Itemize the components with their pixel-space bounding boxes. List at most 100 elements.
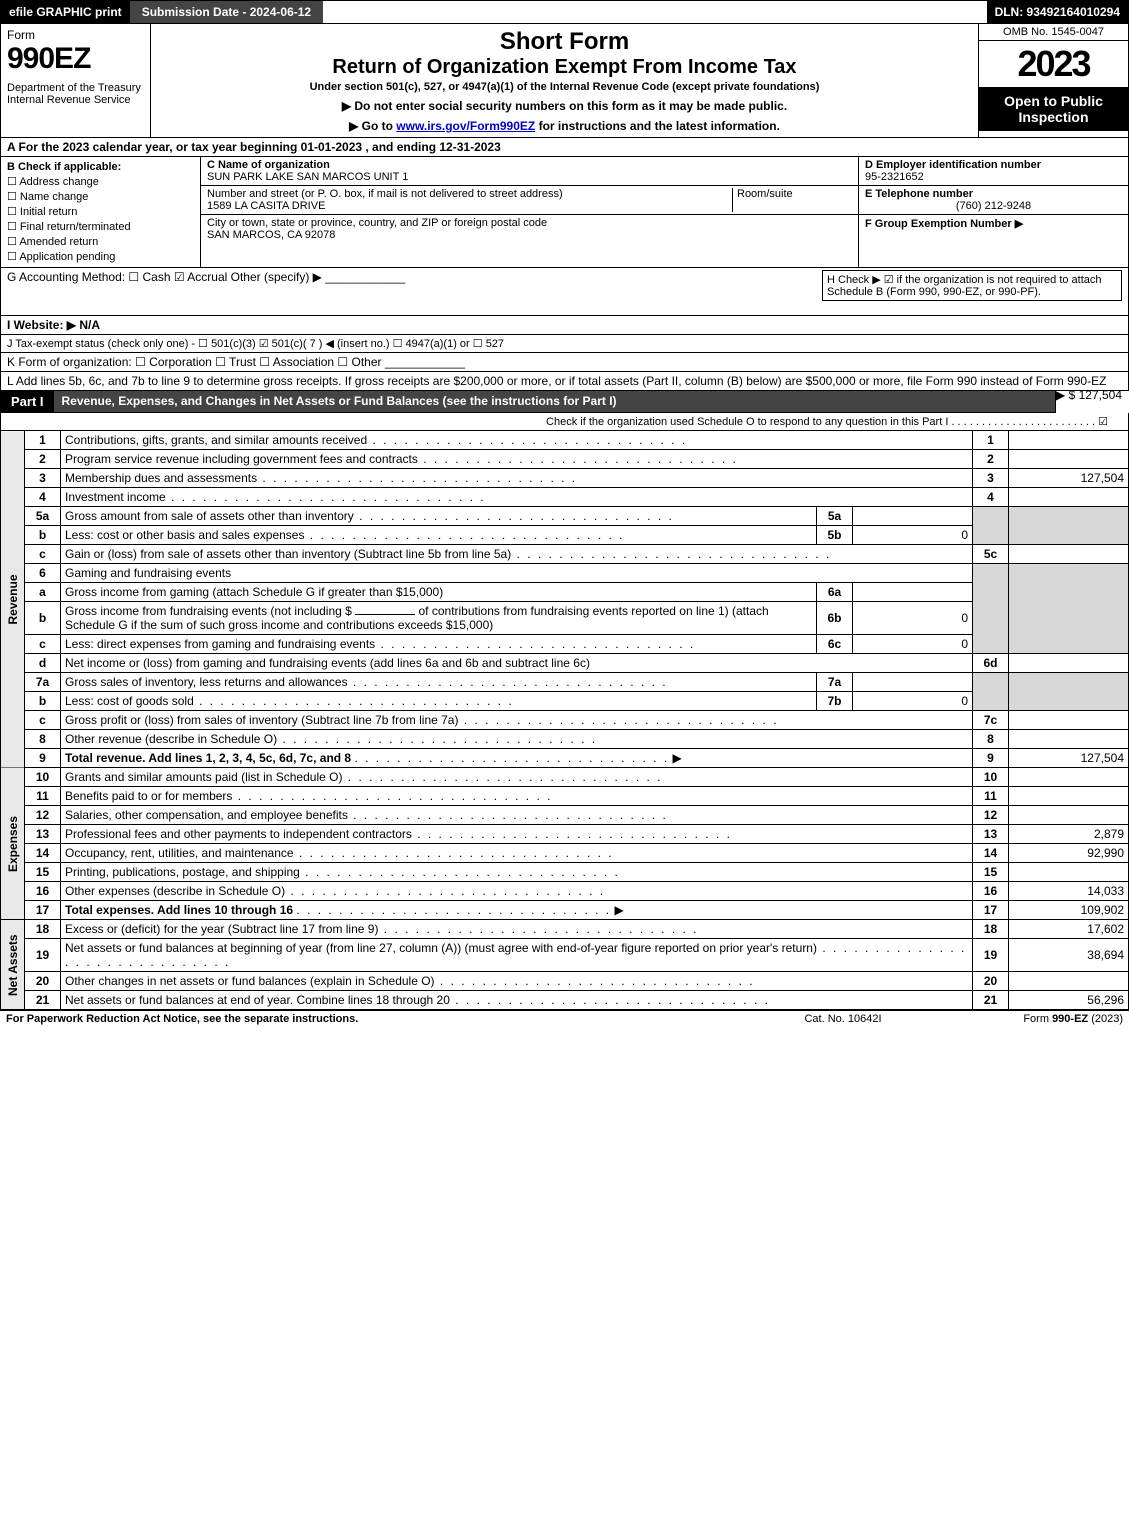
line-6-desc: Gaming and fundraising events	[61, 564, 973, 583]
line-21-ref: 21	[973, 991, 1009, 1010]
top-bar: efile GRAPHIC print Submission Date - 20…	[0, 0, 1129, 24]
line-6a-desc: Gross income from gaming (attach Schedul…	[61, 583, 817, 602]
line-5a-num: 5a	[25, 507, 61, 526]
line-20-desc: Other changes in net assets or fund bala…	[61, 972, 973, 991]
line-16-val: 14,033	[1009, 882, 1129, 901]
form-number: 990EZ	[7, 42, 144, 76]
chk-initial-return[interactable]: Initial return	[7, 205, 194, 218]
line-9-desc: Total revenue. Add lines 1, 2, 3, 4, 5c,…	[61, 749, 973, 768]
line-6b-blank	[355, 614, 415, 615]
line-8-desc: Other revenue (describe in Schedule O)	[61, 730, 973, 749]
line-16-num: 16	[25, 882, 61, 901]
irs-link[interactable]: www.irs.gov/Form990EZ	[396, 119, 535, 133]
chk-address-change[interactable]: Address change	[7, 175, 194, 188]
org-name-row: C Name of organization SUN PARK LAKE SAN…	[201, 157, 858, 186]
address-value: 1589 LA CASITA DRIVE	[207, 200, 325, 212]
line-7c-val	[1009, 711, 1129, 730]
line-6a-sub: 6a	[817, 583, 853, 602]
chk-application-pending[interactable]: Application pending	[7, 250, 194, 263]
group-exemption-label: F Group Exemption Number ▶	[865, 218, 1023, 230]
line-5c-ref: 5c	[973, 545, 1009, 564]
form-subtitle: Under section 501(c), 527, or 4947(a)(1)…	[159, 81, 970, 93]
header-right: OMB No. 1545-0047 2023 Open to Public In…	[978, 24, 1128, 137]
line-5b-sub: 5b	[817, 526, 853, 545]
line-1-val	[1009, 431, 1129, 450]
chk-name-change[interactable]: Name change	[7, 190, 194, 203]
line-2-val	[1009, 450, 1129, 469]
line-19-ref: 19	[973, 939, 1009, 972]
side-net-assets: Net Assets	[1, 920, 25, 1010]
inspection-badge: Open to Public Inspection	[979, 87, 1128, 131]
line-7c-num: c	[25, 711, 61, 730]
org-name-value: SUN PARK LAKE SAN MARCOS UNIT 1	[207, 171, 408, 183]
department-label: Department of the Treasury Internal Reve…	[7, 82, 144, 106]
header-left: Form 990EZ Department of the Treasury In…	[1, 24, 151, 137]
address-label: Number and street (or P. O. box, if mail…	[207, 188, 563, 200]
col-d-ids: D Employer identification number 95-2321…	[858, 157, 1128, 267]
line-5b-subval: 0	[853, 526, 973, 545]
chk-amended-return[interactable]: Amended return	[7, 235, 194, 248]
line-3-ref: 3	[973, 469, 1009, 488]
line-7ab-shade	[973, 673, 1009, 711]
org-address-row: Number and street (or P. O. box, if mail…	[201, 186, 858, 215]
line-8-num: 8	[25, 730, 61, 749]
line-11-ref: 11	[973, 787, 1009, 806]
line-6b-desc: Gross income from fundraising events (no…	[61, 602, 817, 635]
line-7b-subval: 0	[853, 692, 973, 711]
line-5b-desc: Less: cost or other basis and sales expe…	[61, 526, 817, 545]
line-16-desc: Other expenses (describe in Schedule O)	[61, 882, 973, 901]
line-15-num: 15	[25, 863, 61, 882]
line-20-num: 20	[25, 972, 61, 991]
line-4-desc: Investment income	[61, 488, 973, 507]
line-17-ref: 17	[973, 901, 1009, 920]
line-11-val	[1009, 787, 1129, 806]
footer-form-post: (2023)	[1088, 1013, 1123, 1025]
line-1-num: 1	[25, 431, 61, 450]
line-9-text: Total revenue. Add lines 1, 2, 3, 4, 5c,…	[65, 751, 351, 765]
page-footer: For Paperwork Reduction Act Notice, see …	[0, 1010, 1129, 1027]
line-20-val	[1009, 972, 1129, 991]
chk-final-return[interactable]: Final return/terminated	[7, 220, 194, 233]
line-17-num: 17	[25, 901, 61, 920]
part1-title: Revenue, Expenses, and Changes in Net As…	[54, 391, 1056, 412]
line-8-val	[1009, 730, 1129, 749]
col-c-org-info: C Name of organization SUN PARK LAKE SAN…	[201, 157, 858, 267]
line-15-ref: 15	[973, 863, 1009, 882]
line-6c-sub: 6c	[817, 635, 853, 654]
line-15-val	[1009, 863, 1129, 882]
ein-label: D Employer identification number	[865, 159, 1041, 171]
header-mid: Short Form Return of Organization Exempt…	[151, 24, 978, 137]
part1-header: Part I Revenue, Expenses, and Changes in…	[0, 391, 1056, 413]
part1-subtitle: Check if the organization used Schedule …	[0, 413, 1129, 431]
line-7ab-shade-val	[1009, 673, 1129, 711]
line-6d-desc: Net income or (loss) from gaming and fun…	[61, 654, 973, 673]
line-6d-num: d	[25, 654, 61, 673]
ein-value: 95-2321652	[865, 171, 924, 183]
line-11-num: 11	[25, 787, 61, 806]
omb-number: OMB No. 1545-0047	[979, 24, 1128, 41]
line-6-shade	[973, 564, 1009, 654]
line-7b-desc: Less: cost of goods sold	[61, 692, 817, 711]
line-6b-sub: 6b	[817, 602, 853, 635]
line-11-desc: Benefits paid to or for members	[61, 787, 973, 806]
line-2-num: 2	[25, 450, 61, 469]
line-5ab-shade	[973, 507, 1009, 545]
line-3-desc: Membership dues and assessments	[61, 469, 973, 488]
lines-table: Revenue 1 Contributions, gifts, grants, …	[0, 431, 1129, 1010]
row-j-tax-exempt: J Tax-exempt status (check only one) - ☐…	[0, 335, 1129, 353]
part1-label: Part I	[1, 391, 54, 412]
row-l-gross-receipts: L Add lines 5b, 6c, and 7b to line 9 to …	[0, 372, 1129, 391]
footer-form-bold: 990-EZ	[1052, 1013, 1088, 1025]
line-5a-desc: Gross amount from sale of assets other t…	[61, 507, 817, 526]
line-10-num: 10	[25, 768, 61, 787]
line-21-val: 56,296	[1009, 991, 1129, 1010]
city-value: SAN MARCOS, CA 92078	[207, 229, 335, 241]
line-18-ref: 18	[973, 920, 1009, 939]
telephone-row: E Telephone number (760) 212-9248	[859, 186, 1128, 215]
line-5a-subval	[853, 507, 973, 526]
line-15-desc: Printing, publications, postage, and shi…	[61, 863, 973, 882]
line-7c-desc: Gross profit or (loss) from sales of inv…	[61, 711, 973, 730]
line-19-desc: Net assets or fund balances at beginning…	[61, 939, 973, 972]
line-14-desc: Occupancy, rent, utilities, and maintena…	[61, 844, 973, 863]
line-5c-desc: Gain or (loss) from sale of assets other…	[61, 545, 973, 564]
